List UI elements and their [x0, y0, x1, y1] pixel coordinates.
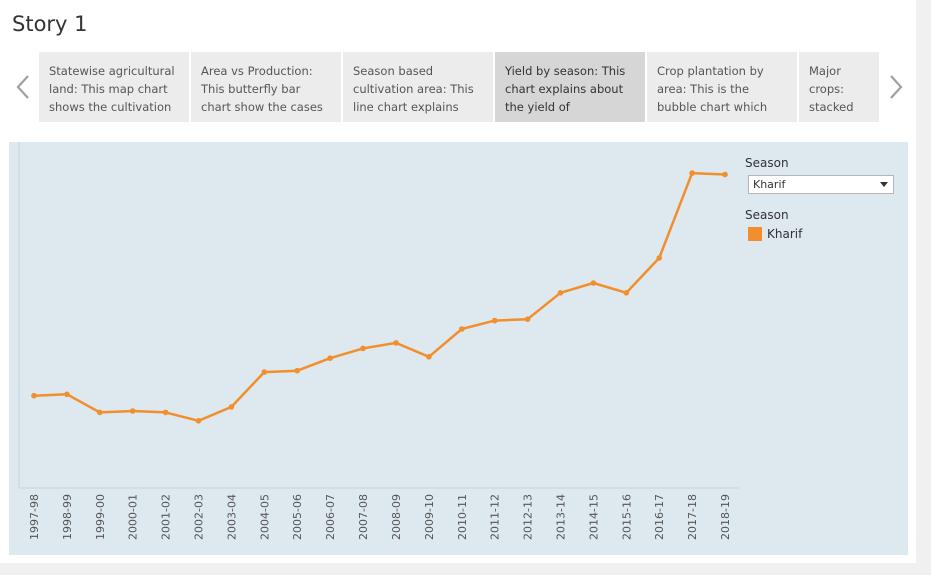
- x-tick-label: 1998-99: [61, 494, 74, 540]
- x-tick-label: 2006-07: [324, 494, 337, 540]
- story-point-5[interactable]: Crop plantation by area: This is the bub…: [647, 52, 797, 122]
- x-tick-label: 2010-11: [456, 494, 469, 540]
- x-tick-label: 2013-14: [554, 494, 567, 540]
- story-point-caption: Major crops: stacked bar show the cro: [809, 64, 854, 114]
- data-point[interactable]: [261, 369, 268, 375]
- story-title: Story 1: [12, 12, 88, 36]
- x-tick-label: 2004-05: [258, 494, 271, 540]
- data-point[interactable]: [722, 171, 728, 178]
- x-tick-label: 2003-04: [225, 494, 238, 540]
- x-tick-label: 2005-06: [291, 494, 304, 540]
- vertical-scrollbar[interactable]: [916, 0, 931, 575]
- x-tick-label: 2001-02: [160, 494, 173, 540]
- data-point[interactable]: [294, 367, 301, 374]
- data-point[interactable]: [491, 317, 498, 324]
- x-tick-label: 2012-13: [522, 494, 535, 540]
- data-point[interactable]: [623, 290, 630, 296]
- data-point[interactable]: [689, 170, 695, 176]
- x-tick-label: 2008-09: [390, 494, 403, 540]
- x-tick-label: 1997-98: [28, 494, 41, 540]
- legend-swatch: [748, 227, 762, 241]
- legend-title: Season: [745, 208, 789, 222]
- story-point-1[interactable]: Statewise agricultural land: This map ch…: [39, 52, 189, 122]
- data-point[interactable]: [524, 316, 531, 322]
- chevron-down-icon: [880, 182, 888, 187]
- season-filter-label: Season: [745, 156, 789, 170]
- x-tick-label: 2017-18: [686, 494, 699, 540]
- chevron-left-icon: [16, 75, 29, 99]
- next-story-point-button[interactable]: [881, 52, 911, 122]
- x-tick-label: 1999-00: [94, 494, 107, 540]
- data-point[interactable]: [129, 408, 136, 414]
- data-point[interactable]: [590, 280, 597, 286]
- data-point[interactable]: [459, 326, 465, 332]
- story-canvas: Story 1 Statewise agricultural land: Thi…: [0, 0, 916, 563]
- data-point[interactable]: [162, 409, 169, 416]
- data-point[interactable]: [393, 340, 399, 346]
- data-point[interactable]: [228, 404, 235, 410]
- story-point-caption: Statewise agricultural land: This map ch…: [49, 64, 175, 114]
- data-point[interactable]: [360, 345, 366, 352]
- x-tick-label: 2018-19: [719, 494, 732, 540]
- previous-story-point-button[interactable]: [8, 52, 38, 122]
- series-line-kharif[interactable]: [33, 171, 726, 423]
- data-point[interactable]: [195, 418, 202, 424]
- season-filter-value: Kharif: [753, 178, 786, 191]
- story-point-caption: Yield by season: This chart explains abo…: [505, 64, 626, 114]
- x-tick-label: 2016-17: [653, 494, 666, 540]
- data-point[interactable]: [97, 409, 103, 416]
- yield-line-chart[interactable]: 1997-98 1998-99 1999-00 2000-01 2001-02 2002-…: [9, 142, 739, 555]
- data-point[interactable]: [656, 255, 662, 261]
- story-point-6[interactable]: Major crops: stacked bar show the cro: [799, 52, 879, 122]
- story-point-caption: Crop plantation by area: This is the bub…: [657, 64, 768, 114]
- story-point-caption: Area vs Production: This butterfly bar c…: [201, 64, 323, 114]
- data-point[interactable]: [64, 391, 70, 398]
- horizontal-scrollbar[interactable]: [0, 563, 916, 575]
- story-point-2[interactable]: Area vs Production: This butterfly bar c…: [191, 52, 341, 122]
- story-point-3[interactable]: Season based cultivation area: This line…: [343, 52, 493, 122]
- x-tick-label: 2011-12: [489, 494, 502, 540]
- visualization-area: 1997-98 1998-99 1999-00 2000-01 2001-02 2002-…: [9, 142, 908, 555]
- x-tick-label: 2015-16: [620, 494, 633, 540]
- story-point-4-active[interactable]: Yield by season: This chart explains abo…: [495, 52, 645, 122]
- x-tick-label: 2007-08: [357, 494, 370, 540]
- x-tick-label: 2002-03: [193, 494, 206, 540]
- data-point[interactable]: [327, 355, 333, 361]
- x-tick-label: 2000-01: [127, 494, 140, 540]
- data-point[interactable]: [557, 290, 564, 296]
- x-tick-label: 2009-10: [423, 494, 436, 540]
- data-point[interactable]: [31, 392, 37, 399]
- x-tick-label: 2014-15: [587, 494, 600, 540]
- data-point[interactable]: [426, 354, 432, 360]
- story-navigator: Statewise agricultural land: This map ch…: [39, 52, 879, 122]
- legend-label: Kharif: [767, 227, 803, 241]
- chevron-right-icon: [890, 75, 903, 99]
- season-filter-dropdown[interactable]: Kharif: [748, 175, 894, 194]
- story-point-caption: Season based cultivation area: This line…: [353, 64, 474, 114]
